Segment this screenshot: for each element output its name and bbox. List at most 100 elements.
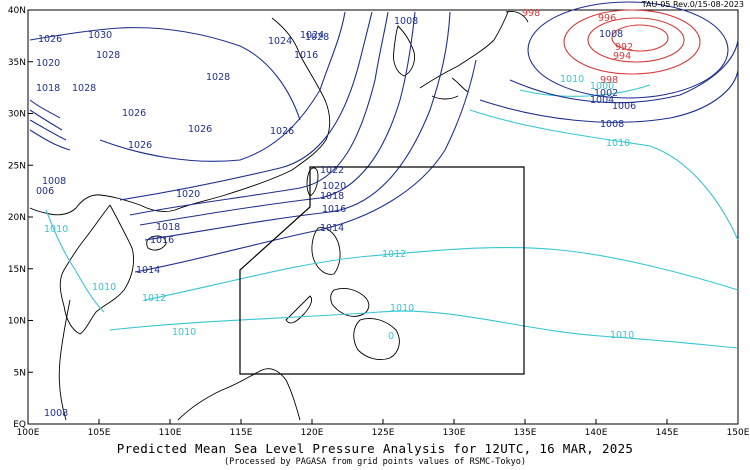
isobar-label: 1016 xyxy=(150,235,174,246)
low-center-outer xyxy=(563,9,701,75)
par-boundary xyxy=(239,166,525,375)
isobar-1000 xyxy=(519,84,651,97)
x-tick-label: 130E xyxy=(443,428,466,438)
isobar-label: 1010 xyxy=(560,74,584,85)
x-tick-label: 115E xyxy=(230,428,253,438)
isobar-label: 1010 xyxy=(172,327,196,338)
isobar-label: 1008 xyxy=(44,408,68,419)
isobar-label: 1028 xyxy=(96,50,120,61)
isobar-label: 1022 xyxy=(320,165,344,176)
axis-ticks: 100E 105E 110E 115E 120E 125E 130E 135E 140E 145E… xyxy=(8,6,750,438)
isobar-1010b xyxy=(469,109,739,241)
y-tick-label: 30N xyxy=(8,110,26,120)
isobar-label: 1026 xyxy=(122,108,146,119)
y-tick-label: 15N xyxy=(8,265,26,275)
isobar-1014 xyxy=(134,59,477,273)
isobar-label: 998 xyxy=(600,75,618,86)
hainan-coast xyxy=(146,235,167,251)
isobar-label: 1016 xyxy=(294,50,318,61)
isobar-label: 1010 xyxy=(44,224,68,235)
isobar-label: 1020 xyxy=(322,181,346,192)
isobar-label: 1026 xyxy=(188,124,212,135)
caption-title: Predicted Mean Sea Level Pressure Analys… xyxy=(116,441,634,456)
coastline xyxy=(29,11,529,421)
isobar-label: 1014 xyxy=(136,265,160,276)
x-tick-label: 120E xyxy=(301,428,324,438)
isobar-label: 1028 xyxy=(206,72,230,83)
isobar-label: 1024 xyxy=(300,30,324,41)
isobar-label: 1006 xyxy=(612,101,636,112)
isobar-label: 1020 xyxy=(176,189,200,200)
isobar-label: 1028 xyxy=(72,83,96,94)
isobar-label: 006 xyxy=(36,186,54,197)
isobar-1016 xyxy=(144,11,451,241)
y-tick-label: 20N xyxy=(8,213,26,223)
isobar-label: 1030 xyxy=(88,30,112,41)
isobar-label: 1028 xyxy=(305,32,329,43)
western-contours xyxy=(29,99,71,151)
x-tick-label: 125E xyxy=(372,428,395,438)
isobar-label: 1016 xyxy=(322,204,346,215)
malay-coast xyxy=(58,299,71,421)
isobar-label: 992 xyxy=(615,42,633,53)
isobar-label: 1020 xyxy=(36,58,60,69)
isobar-label: 1012 xyxy=(142,293,166,304)
isobar-1018 xyxy=(139,11,416,226)
isobar-1012 xyxy=(144,246,739,301)
indochina-coast xyxy=(59,204,135,335)
isobar-label: 1026 xyxy=(38,34,62,45)
isobar-1010 xyxy=(109,310,739,349)
isobar-1026 xyxy=(29,27,301,121)
borneo-coast xyxy=(177,368,301,421)
low-ring-1002 xyxy=(527,1,729,99)
low-center-inner xyxy=(611,24,669,52)
isobar-label: 1018 xyxy=(36,83,60,94)
isobar-label: 994 xyxy=(613,51,631,62)
isobar-label: 0 xyxy=(388,331,394,342)
isobar-label: 1008 xyxy=(394,16,418,27)
isobar-label: 1002 xyxy=(594,88,618,99)
taiwan-coast xyxy=(306,167,319,197)
isobar-label: 1010 xyxy=(610,330,634,341)
x-tick-label: 100E xyxy=(17,428,40,438)
map-frame xyxy=(27,9,739,425)
isobar-label: 1010 xyxy=(92,282,116,293)
isobar-label: 1008 xyxy=(600,119,624,130)
x-tick-label: 145E xyxy=(656,428,679,438)
isobar-label: 1024 xyxy=(268,36,292,47)
y-tick-label: 40N xyxy=(8,6,26,16)
x-tick-label: 110E xyxy=(159,428,182,438)
x-tick-label: 140E xyxy=(585,428,608,438)
japan-coast xyxy=(419,11,529,100)
x-tick-label: 150E xyxy=(727,428,750,438)
y-tick-label: 10N xyxy=(8,317,26,327)
isobar-1020 xyxy=(129,11,389,216)
china-coast xyxy=(29,17,331,216)
isobar-label: 1026 xyxy=(270,126,294,137)
isobar-label: 1010 xyxy=(606,138,630,149)
korea-coast xyxy=(393,25,415,77)
pressure-map: 100E 105E 110E 115E 120E 125E 130E 135E 140E 145E… xyxy=(8,1,750,438)
isobar-label: 1012 xyxy=(382,249,406,260)
isobar-label: 1008 xyxy=(599,29,623,40)
y-tick-label: EQ xyxy=(13,420,26,430)
isobar-label: 1000 xyxy=(590,81,614,92)
isobar-label: 998 xyxy=(522,8,540,19)
isobar-1004 xyxy=(509,39,739,104)
caption-subtitle: (Processed by PAGASA from grid points va… xyxy=(224,457,526,467)
western-1010 xyxy=(45,209,105,313)
palawan-coast xyxy=(285,295,313,324)
isobar-1022 xyxy=(119,11,373,201)
isobar-label: 1018 xyxy=(320,191,344,202)
isobars xyxy=(29,1,739,349)
isobar-1008 xyxy=(479,69,739,123)
x-tick-label: 105E xyxy=(88,428,111,438)
isobar-label: 1010 xyxy=(390,303,414,314)
isobar-label: 1014 xyxy=(320,223,344,234)
y-tick-label: 25N xyxy=(8,161,26,171)
mindanao-coast xyxy=(353,318,400,361)
isobar-label: 1004 xyxy=(590,95,614,106)
x-tick-label: 135E xyxy=(514,428,537,438)
isobar-label: 1018 xyxy=(156,222,180,233)
y-tick-label: 5N xyxy=(14,368,26,378)
